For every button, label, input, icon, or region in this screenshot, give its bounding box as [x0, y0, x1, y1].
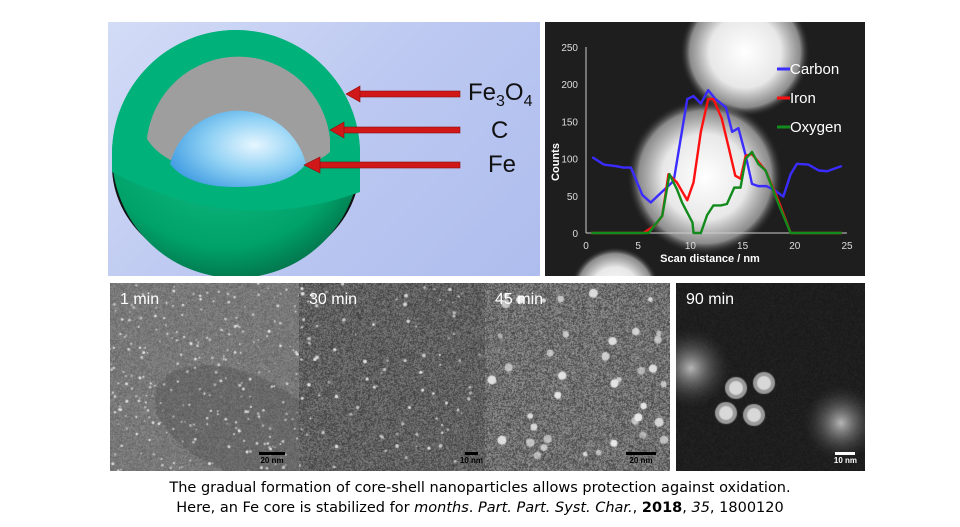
caption-emphasis: months — [414, 500, 469, 516]
tem-panel-90min: 90 min 10 nm — [676, 283, 865, 471]
time-label: 90 min — [686, 291, 735, 308]
series-line-oxygen — [591, 150, 842, 235]
bg-particle — [680, 22, 810, 117]
x-tick-label: 25 — [841, 241, 853, 252]
journal-name: Part. Part. Syst. Char. — [478, 500, 633, 516]
y-tick-label: 150 — [561, 117, 578, 128]
arrows — [303, 85, 461, 174]
tem-panel-45min: 45 min 20 nm — [485, 283, 670, 471]
arrow-fe3o4 — [357, 90, 461, 98]
caption-text: Here, an Fe core is stabilized for — [176, 500, 415, 516]
y-tick-label: 50 — [567, 192, 579, 203]
legend-label-iron: Iron — [790, 90, 816, 107]
time-label: 30 min — [309, 291, 358, 308]
edx-line-scan-chart: 0 5 10 15 20 25 0 50 100 150 200 250 Scan distance … — [545, 22, 865, 276]
tem-image — [485, 283, 670, 471]
core-shell-sphere-illustration: Fe3O4 C Fe — [112, 30, 533, 276]
caption-text: , — [632, 500, 642, 516]
caption-text: , — [682, 500, 692, 516]
caption-line-2: Here, an Fe core is stabilized for month… — [0, 500, 960, 516]
caption-line-1: The gradual formation of core-shell nano… — [169, 480, 791, 496]
caption-text: . — [468, 500, 478, 516]
label-fe3o4: Fe3O4 — [468, 79, 533, 110]
scale-bar: 10 nm — [460, 452, 483, 465]
y-axis-label: Counts — [550, 143, 562, 181]
scale-label: 10 nm — [833, 456, 857, 465]
scale-bar: 10 nm — [834, 452, 857, 465]
y-tick-label: 0 — [572, 229, 578, 240]
tem-image — [299, 283, 485, 471]
y-tick-label: 200 — [561, 80, 578, 91]
time-label: 1 min — [120, 291, 160, 308]
scale-label: 20 nm — [260, 456, 284, 465]
journal-volume: 35 — [691, 500, 710, 516]
scale-label: 10 nm — [459, 456, 483, 465]
x-tick-label: 0 — [583, 241, 589, 252]
legend-label-oxygen: Oxygen — [790, 119, 842, 136]
journal-year: 2018 — [641, 500, 683, 516]
y-tick-label: 100 — [561, 155, 578, 166]
legend: Carbon Iron Oxygen — [777, 61, 842, 136]
scale-label: 20 nm — [629, 456, 653, 465]
arrow-fe — [315, 161, 461, 169]
x-tick-label: 5 — [635, 241, 641, 252]
bg-particle — [572, 247, 658, 276]
label-iron: Fe — [488, 151, 516, 178]
x-tick-label: 10 — [685, 241, 697, 252]
tem-panel-1min: 1 min 20 nm — [110, 283, 299, 471]
journal-pages: , 1800120 — [709, 500, 784, 516]
tem-panel-30min: 30 min 10 nm — [299, 283, 485, 471]
scale-bar: 20 nm — [626, 452, 656, 465]
core-shell-diagram: Fe3O4 C Fe — [108, 22, 540, 276]
x-axis-label: Scan distance / nm — [660, 253, 760, 265]
time-label: 45 min — [495, 291, 544, 308]
y-tick-label: 250 — [561, 43, 578, 54]
x-tick-label: 15 — [737, 241, 749, 252]
fe-core — [170, 110, 306, 187]
legend-label-carbon: Carbon — [790, 61, 839, 78]
x-tick-label: 20 — [789, 241, 801, 252]
tem-image — [110, 283, 299, 471]
label-carbon: C — [491, 117, 508, 144]
scale-bar: 20 nm — [259, 452, 285, 465]
arrow-carbon — [339, 126, 461, 134]
series-line-carbon — [591, 88, 843, 204]
bg-particle — [627, 99, 783, 255]
tem-image — [676, 283, 865, 471]
